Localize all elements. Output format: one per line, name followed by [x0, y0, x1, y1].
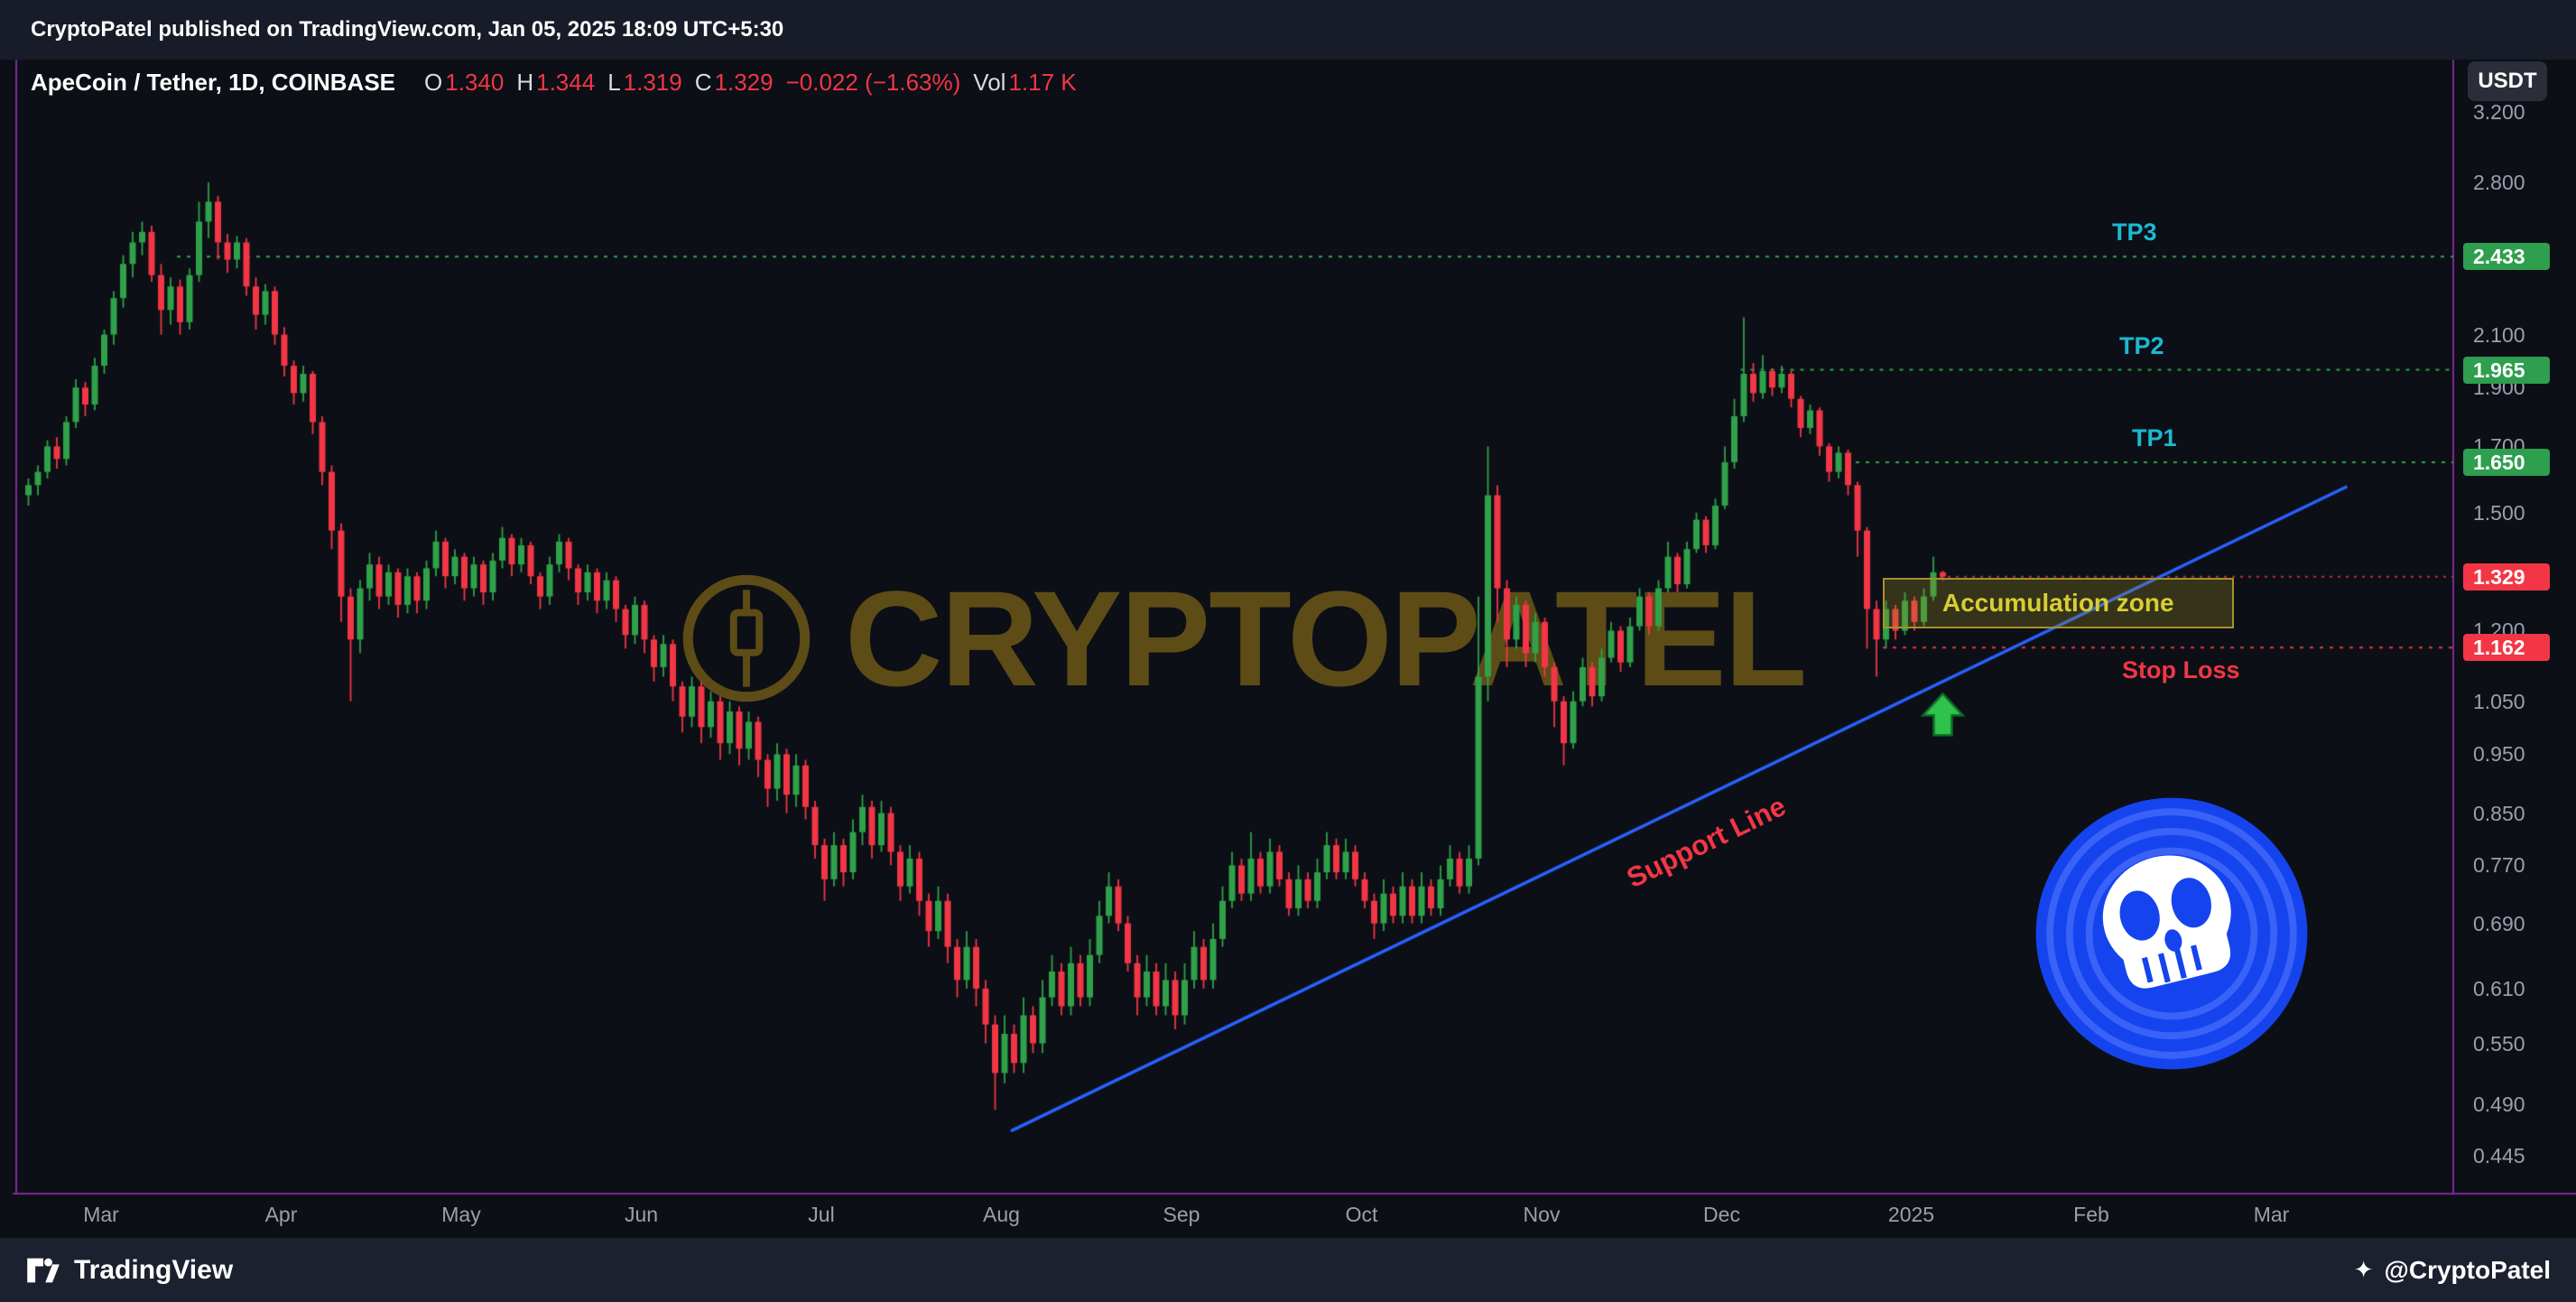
time-axis-tick-Sep: Sep [1163, 1203, 1200, 1226]
time-axis-tick-Aug: Aug [983, 1203, 1020, 1226]
tradingview-logo-icon [27, 1258, 60, 1282]
ohlc-open: O 1.340 [424, 69, 505, 96]
author-handle-text: @CryptoPatel [2384, 1255, 2551, 1284]
attribution-text: CryptoPatel published on TradingView.com… [31, 17, 784, 42]
ohlc-high: H 1.344 [516, 69, 596, 96]
sparkle-icon: ✦ [2353, 1256, 2374, 1283]
tp3-label: TP3 [2112, 219, 2157, 246]
time-axis-tick-Mar: Mar [83, 1203, 119, 1226]
tp1-label: TP1 [2132, 423, 2177, 451]
price-badge-2.433: 2.433 [2463, 243, 2550, 271]
price-axis-tick: 0.550 [2473, 1031, 2525, 1056]
time-axis-tick-Mar: Mar [2253, 1203, 2290, 1226]
currency-usdt-button[interactable]: USDT [2468, 61, 2547, 101]
volume-label: Vol [973, 69, 1006, 96]
price-axis-tick: 0.445 [2473, 1143, 2525, 1167]
time-axis-tick-Jul: Jul [808, 1203, 835, 1226]
price-axis-tick: 2.800 [2473, 171, 2525, 195]
ohlc-close: C 1.329 [694, 69, 774, 96]
price-badge-1.965: 1.965 [2463, 356, 2550, 384]
price-axis-tick: 1.050 [2473, 689, 2525, 713]
price-change: −0.022 (−1.63%) [785, 69, 961, 96]
symbol-header: ApeCoin / Tether, 1D, COINBASE O 1.340 H 1.3… [31, 69, 1077, 97]
price-badge-1.329: 1.329 [2463, 563, 2550, 591]
price-axis-tick: 1.500 [2473, 500, 2525, 525]
time-axis-tick-Nov: Nov [1523, 1203, 1561, 1226]
volume-value: 1.17 K [1008, 69, 1077, 96]
ohlc-low: L 1.319 [607, 69, 682, 96]
price-axis-tick: 0.850 [2473, 801, 2525, 825]
price-axis-tick: 0.770 [2473, 853, 2525, 878]
time-axis-tick-Oct: Oct [1345, 1203, 1378, 1226]
price-axis-tick: 2.100 [2473, 322, 2525, 347]
price-badge-1.650: 1.650 [2463, 448, 2550, 476]
attribution-bar: CryptoPatel published on TradingView.com… [0, 0, 2576, 60]
price-axis-tick: 3.200 [2473, 99, 2525, 124]
time-axis-tick-2025: 2025 [1887, 1203, 1935, 1226]
apecoin-logo [2032, 794, 2312, 1078]
price-axis-tick: 0.490 [2473, 1093, 2525, 1117]
tradingview-brand-text: TradingView [74, 1254, 234, 1285]
symbol-title[interactable]: ApeCoin / Tether, 1D, COINBASE [31, 69, 396, 96]
time-axis-tick-Apr: Apr [264, 1203, 298, 1226]
price-axis-tick: 0.950 [2473, 742, 2525, 767]
price-axis-tick: 0.610 [2473, 976, 2525, 1000]
time-axis-tick-Jun: Jun [624, 1203, 659, 1226]
apecoin-skull-icon [2035, 797, 2308, 1070]
stop-loss-label: Stop Loss [2122, 656, 2240, 684]
author-handle[interactable]: ✦ @CryptoPatel [2354, 1256, 2551, 1285]
price-axis-tick: 0.690 [2473, 911, 2525, 935]
time-axis-tick-Dec: Dec [1703, 1203, 1740, 1226]
tp2-label: TP2 [2119, 331, 2164, 359]
time-axis-tick-May: May [441, 1203, 481, 1226]
price-badge-1.162: 1.162 [2463, 634, 2550, 662]
time-axis-tick-Feb: Feb [2073, 1203, 2109, 1226]
accumulation-zone-label: Accumulation zone [1941, 589, 2174, 618]
footer-bar: TradingView ✦ @CryptoPatel [0, 1238, 2576, 1302]
accumulation-zone-box[interactable]: Accumulation zone [1883, 578, 2234, 629]
tradingview-link[interactable]: TradingView [25, 1255, 233, 1286]
